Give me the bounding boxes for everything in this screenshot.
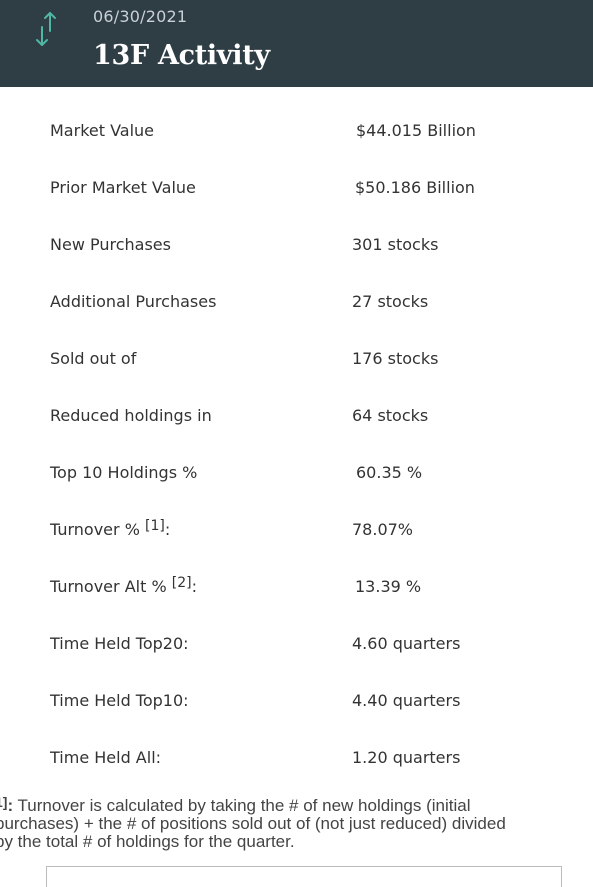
table-row: Turnover Alt % [2]: 13.39 %	[0, 559, 593, 616]
footnote-text-line-1: Turnover is calculated by taking the # o…	[13, 796, 471, 815]
page-title: 13F Activity	[93, 40, 270, 71]
table-row: Prior Market Value $50.186 Billion	[0, 160, 593, 217]
row-label-turnover: Turnover % [1]:	[50, 518, 171, 539]
turnover-label-colon: :	[164, 520, 171, 539]
row-value-sold-out: 176 stocks	[352, 349, 439, 368]
row-value-time-held-top10: 4.40 quarters	[352, 691, 461, 710]
activity-table: Market Value $44.015 Billion Prior Marke…	[0, 103, 593, 787]
row-label-turnover-alt: Turnover Alt % [2]:	[50, 575, 197, 596]
table-row: Time Held All: 1.20 quarters	[0, 730, 593, 787]
row-value-reduced-holdings: 64 stocks	[352, 406, 429, 425]
footnote-text-line-2: purchases) + the # of positions sold out…	[0, 814, 506, 833]
table-row: Time Held Top10: 4.40 quarters	[0, 673, 593, 730]
up-down-arrows-icon	[36, 12, 56, 46]
page-header: 06/30/2021 13F Activity	[0, 0, 593, 87]
row-value-additional-purchases: 27 stocks	[352, 292, 429, 311]
table-row: Reduced holdings in 64 stocks	[0, 388, 593, 445]
table-row: New Purchases 301 stocks	[0, 217, 593, 274]
row-label-time-held-all: Time Held All:	[50, 748, 162, 767]
footnote-text-line-3: by the total # of holdings for the quart…	[0, 832, 295, 851]
footnote-ref-1[interactable]: [1]	[144, 518, 165, 534]
report-date: 06/30/2021	[93, 7, 188, 26]
turnover-alt-label-colon: :	[191, 577, 197, 596]
footnote-mark-colon: :	[7, 796, 14, 815]
turnover-label-text: Turnover %	[50, 520, 140, 539]
row-value-market-value: $44.015 Billion	[356, 121, 476, 140]
table-row: Sold out of 176 stocks	[0, 331, 593, 388]
footnote-ref-2[interactable]: [2]	[171, 575, 192, 591]
row-value-time-held-top20: 4.60 quarters	[352, 634, 461, 653]
row-label-market-value: Market Value	[50, 121, 155, 140]
table-row: Market Value $44.015 Billion	[0, 103, 593, 160]
row-label-time-held-top20: Time Held Top20:	[50, 634, 189, 653]
row-value-time-held-all: 1.20 quarters	[352, 748, 461, 767]
footnote-line: 1]: Turnover is calculated by taking the…	[0, 794, 593, 815]
row-label-top10-holdings: Top 10 Holdings %	[50, 463, 198, 482]
row-value-prior-market-value: $50.186 Billion	[355, 178, 475, 197]
row-value-turnover-alt: 13.39 %	[355, 577, 422, 596]
table-row: Additional Purchases 27 stocks	[0, 274, 593, 331]
row-label-reduced-holdings: Reduced holdings in	[50, 406, 212, 425]
row-label-new-purchases: New Purchases	[50, 235, 171, 254]
footnote-mark: 1]:	[0, 794, 14, 815]
table-row: Time Held Top20: 4.60 quarters	[0, 616, 593, 673]
next-section-box	[46, 866, 562, 887]
table-row: Turnover % [1]: 78.07%	[0, 502, 593, 559]
footnote-turnover: 1]: Turnover is calculated by taking the…	[0, 794, 593, 851]
row-value-new-purchases: 301 stocks	[352, 235, 439, 254]
row-value-top10-holdings: 60.35 %	[356, 463, 423, 482]
row-label-time-held-top10: Time Held Top10:	[50, 691, 189, 710]
row-label-additional-purchases: Additional Purchases	[50, 292, 217, 311]
row-label-prior-market-value: Prior Market Value	[50, 178, 196, 197]
row-label-sold-out: Sold out of	[50, 349, 137, 368]
row-value-turnover: 78.07%	[352, 520, 414, 539]
table-row: Top 10 Holdings % 60.35 %	[0, 445, 593, 502]
footnote-mark-ref: 1]	[0, 794, 8, 810]
turnover-alt-label-text: Turnover Alt %	[50, 577, 167, 596]
